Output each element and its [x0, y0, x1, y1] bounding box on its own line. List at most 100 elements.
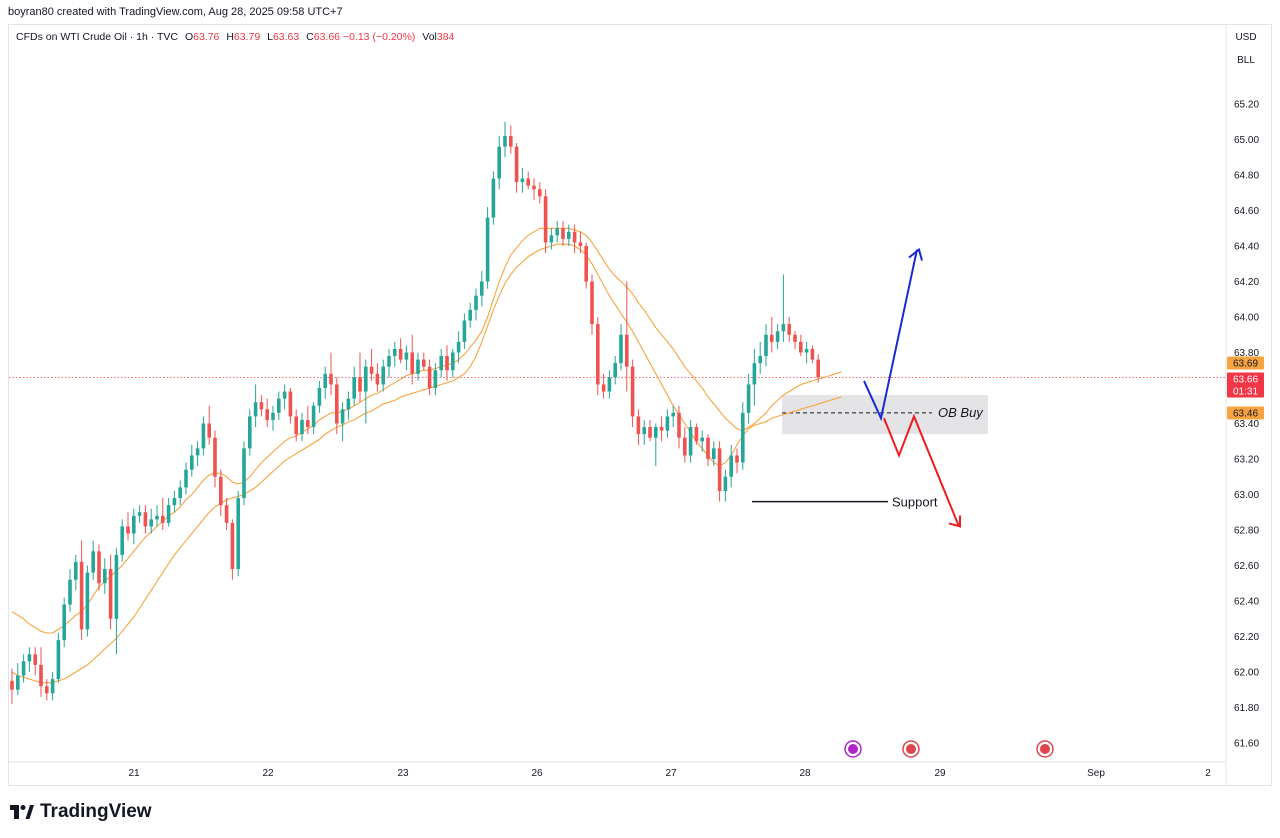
candle-body — [375, 373, 380, 385]
candle-body — [804, 348, 809, 353]
candle-body — [422, 359, 426, 367]
bearish-arrowhead — [948, 515, 961, 528]
candle-body — [50, 679, 55, 694]
candle-body — [253, 402, 258, 417]
candle-body — [277, 398, 281, 413]
candle-body — [282, 391, 287, 399]
candle-body — [329, 373, 333, 385]
candle-body — [294, 416, 298, 435]
y-tick-label: 62.40 — [1234, 597, 1259, 608]
candle-body — [480, 281, 484, 296]
candle-body — [16, 675, 20, 690]
y-tick-label: 64.80 — [1234, 171, 1259, 182]
candle-body — [596, 324, 600, 385]
candle-body — [207, 423, 211, 438]
price-tag-label: 63.66 — [1233, 375, 1258, 386]
candle-body — [91, 551, 95, 573]
candle-body — [538, 189, 542, 197]
candle-body — [137, 512, 142, 516]
candle-body — [201, 423, 206, 449]
y-tick-label: 61.60 — [1234, 739, 1259, 750]
y-tick-label: 63.80 — [1234, 348, 1259, 359]
candle-body — [317, 388, 322, 406]
candle-body — [793, 334, 797, 342]
candle-body — [79, 561, 84, 630]
candle-body — [178, 487, 182, 499]
y-tick-label: 64.40 — [1234, 242, 1259, 253]
candle-body — [572, 231, 577, 243]
candle-body — [10, 680, 14, 690]
candle-body — [456, 341, 461, 353]
candle-body — [68, 579, 72, 605]
candle-body — [155, 515, 159, 520]
candle-body — [311, 405, 316, 428]
candle-body — [352, 377, 356, 399]
price-tag: 01:31 — [1227, 384, 1264, 398]
candle-body — [683, 437, 687, 456]
candle-body — [648, 427, 652, 438]
y-tick-label: 64.20 — [1234, 277, 1259, 288]
low-label: L — [267, 31, 273, 43]
bullish-arrowhead — [908, 247, 923, 261]
close-value: 63.66 — [313, 31, 341, 43]
high-label: H — [226, 31, 234, 43]
candle-body — [224, 505, 229, 523]
candle-body — [735, 455, 739, 463]
candle-body — [503, 135, 507, 147]
price-tag: 63.46 — [1227, 406, 1264, 420]
candle-body — [514, 146, 519, 183]
currency-unit-button[interactable]: USD — [1235, 32, 1257, 43]
x-tick-label: 22 — [262, 768, 274, 779]
candle-body — [532, 185, 536, 190]
candle-body — [474, 295, 478, 310]
y-tick-label: 62.60 — [1234, 561, 1259, 572]
economic-event-flag-icon-dot — [1040, 744, 1050, 754]
candle-body — [741, 412, 745, 463]
candle-body — [265, 409, 269, 420]
candle-body — [126, 526, 130, 534]
candle-body — [723, 476, 728, 491]
price-tag-label: 63.69 — [1233, 359, 1258, 370]
candle-body — [810, 348, 815, 360]
x-tick-label: 29 — [934, 768, 946, 779]
candle-body — [381, 366, 385, 385]
y-tick-label: 63.40 — [1234, 419, 1259, 430]
candle-body — [758, 356, 762, 364]
symbol-label[interactable]: CFDs on WTI Crude Oil · 1h · TVC — [16, 31, 179, 43]
measure-unit-button[interactable]: BLL — [1237, 55, 1255, 66]
candle-body — [27, 654, 32, 662]
candle-body — [625, 334, 629, 367]
support-label: Support — [892, 495, 938, 510]
candle-body — [561, 228, 565, 239]
candle-body — [578, 242, 583, 246]
candle-body — [712, 448, 716, 459]
candle-body — [416, 359, 420, 374]
y-tick-label: 61.80 — [1234, 703, 1259, 714]
price-tag-label: 63.46 — [1233, 409, 1258, 420]
candle-body — [654, 427, 658, 438]
candle-body — [242, 448, 246, 499]
candle-body — [369, 366, 374, 374]
y-tick-label: 63.20 — [1234, 455, 1259, 466]
volume-value: 384 — [436, 31, 455, 43]
candle-body — [259, 402, 264, 410]
candle-body — [114, 554, 119, 619]
tradingview-logo[interactable]: TradingView — [10, 801, 152, 823]
tradingview-logo-text: TradingView — [40, 801, 152, 822]
price-tag: 63.66 — [1227, 372, 1264, 386]
candle-body — [433, 370, 438, 388]
candle-body — [190, 455, 194, 470]
candle-body — [195, 448, 200, 456]
price-tag-label: 01:31 — [1233, 387, 1258, 398]
candle-body — [120, 526, 124, 555]
candle-body — [108, 569, 113, 619]
bearish-projection-path — [883, 413, 960, 527]
candle-body — [427, 366, 432, 388]
chart-frame — [8, 24, 1272, 786]
y-tick-label: 64.00 — [1234, 313, 1259, 324]
candle-body — [62, 604, 66, 641]
economic-event-flag-icon — [1036, 740, 1054, 758]
open-label: O — [184, 31, 194, 43]
candle-body — [45, 686, 49, 694]
